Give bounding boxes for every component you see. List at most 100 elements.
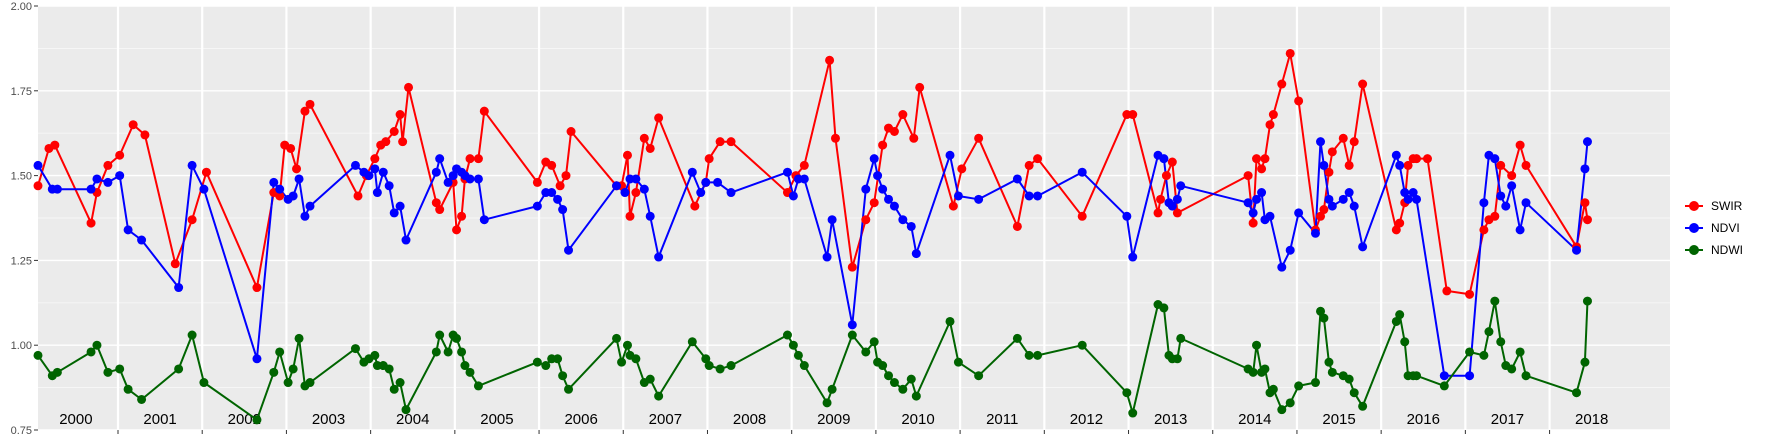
- data-point-ndwi: [1515, 347, 1525, 357]
- data-point-swir: [825, 55, 835, 65]
- data-point-ndvi: [847, 320, 857, 330]
- data-point-swir: [1327, 147, 1337, 157]
- data-point-ndwi: [1012, 333, 1022, 343]
- data-point-ndvi: [52, 184, 62, 194]
- data-point-ndvi: [137, 235, 147, 245]
- legend: SWIR NDVI NDWI: [1685, 199, 1743, 257]
- data-point-swir: [1580, 198, 1590, 208]
- data-point-ndwi: [1391, 316, 1401, 326]
- data-point-ndvi: [443, 177, 453, 187]
- data-point-swir: [381, 137, 391, 147]
- data-point-swir: [1391, 225, 1401, 235]
- data-point-ndwi: [1260, 364, 1270, 374]
- data-point-swir: [869, 198, 879, 208]
- data-point-ndvi: [822, 252, 832, 262]
- data-point-ndvi: [1403, 194, 1413, 204]
- data-point-ndvi: [827, 215, 837, 225]
- data-point-swir: [1358, 79, 1368, 89]
- data-point-ndwi: [52, 367, 62, 377]
- data-point-ndwi: [174, 364, 184, 374]
- data-point-ndvi: [564, 245, 574, 255]
- data-point-ndvi: [389, 208, 399, 218]
- data-point-swir: [103, 160, 113, 170]
- data-point-swir: [1243, 171, 1253, 181]
- data-point-ndvi: [782, 167, 792, 177]
- data-point-ndwi: [1496, 337, 1506, 347]
- data-point-ndvi: [788, 191, 798, 201]
- year-label: 2016: [1407, 411, 1440, 428]
- data-point-ndvi: [252, 354, 262, 364]
- series-layer: [33, 48, 1592, 425]
- year-label: 2015: [1322, 411, 1355, 428]
- year-label: 2005: [480, 411, 513, 428]
- data-point-ndvi: [799, 174, 809, 184]
- year-label: 2010: [901, 411, 934, 428]
- data-point-ndwi: [532, 357, 542, 367]
- data-point-ndwi: [1294, 381, 1304, 391]
- data-point-ndvi: [713, 177, 723, 187]
- y-tick-label: 1.75: [11, 86, 32, 98]
- data-point-swir: [1248, 218, 1258, 228]
- data-point-swir: [292, 164, 302, 174]
- data-point-swir: [353, 191, 363, 201]
- data-point-ndvi: [1582, 137, 1592, 147]
- data-point-swir: [1344, 160, 1354, 170]
- data-point-ndvi: [275, 184, 285, 194]
- data-point-ndvi: [1077, 167, 1087, 177]
- data-point-ndvi: [1580, 164, 1590, 174]
- data-point-ndwi: [1400, 337, 1410, 347]
- data-point-swir: [465, 154, 475, 164]
- data-point-swir: [1161, 171, 1171, 181]
- data-point-swir: [1285, 48, 1295, 58]
- data-point-ndwi: [1395, 310, 1405, 320]
- data-point-ndwi: [541, 361, 551, 371]
- data-point-ndvi: [1391, 150, 1401, 160]
- data-point-ndvi: [86, 184, 96, 194]
- data-point-swir: [252, 283, 262, 293]
- data-point-ndvi: [898, 215, 908, 225]
- data-point-swir: [889, 127, 899, 137]
- data-point-swir: [547, 160, 557, 170]
- data-point-swir: [1490, 211, 1500, 221]
- data-point-swir: [1507, 171, 1517, 181]
- data-point-swir: [1582, 215, 1592, 225]
- data-point-swir: [631, 188, 641, 198]
- legend-key-marker: [1689, 245, 1699, 255]
- legend-key-marker: [1689, 223, 1699, 233]
- data-point-swir: [1496, 160, 1506, 170]
- data-point-ndvi: [1439, 371, 1449, 381]
- data-point-ndvi: [479, 215, 489, 225]
- data-point-ndwi: [799, 361, 809, 371]
- data-point-ndvi: [1400, 188, 1410, 198]
- data-point-swir: [86, 218, 96, 228]
- data-point-ndvi: [435, 154, 445, 164]
- data-point-ndwi: [1176, 333, 1186, 343]
- data-point-ndwi: [898, 384, 908, 394]
- data-point-ndwi: [443, 347, 453, 357]
- data-point-swir: [1294, 96, 1304, 106]
- data-point-ndwi: [622, 340, 632, 350]
- year-label: 2004: [396, 411, 429, 428]
- data-point-swir: [395, 110, 405, 120]
- y-tick-label: 1.50: [11, 171, 32, 183]
- data-point-ndvi: [1338, 194, 1348, 204]
- data-point-ndwi: [431, 347, 441, 357]
- data-point-ndvi: [1501, 201, 1511, 211]
- data-point-swir: [1128, 110, 1138, 120]
- data-point-swir: [974, 133, 984, 143]
- data-point-ndwi: [1490, 296, 1500, 306]
- data-point-ndwi: [889, 378, 899, 388]
- x-axis: [117, 430, 1551, 434]
- data-point-ndvi: [401, 235, 411, 245]
- data-point-swir: [957, 164, 967, 174]
- data-point-ndvi: [726, 188, 736, 198]
- data-point-ndwi: [1033, 350, 1043, 360]
- legend-label: NDVI: [1711, 221, 1740, 235]
- data-point-ndvi: [687, 167, 697, 177]
- data-point-ndwi: [861, 347, 871, 357]
- data-point-swir: [128, 120, 138, 130]
- data-point-ndvi: [974, 194, 984, 204]
- data-point-ndvi: [645, 211, 655, 221]
- data-point-ndwi: [269, 367, 279, 377]
- data-point-swir: [878, 140, 888, 150]
